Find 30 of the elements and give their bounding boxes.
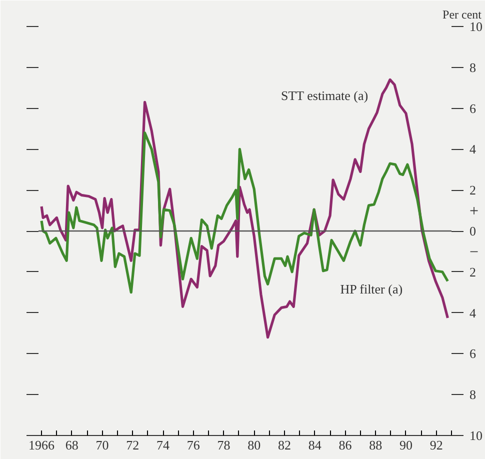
x-tick-label: 88 [369,438,382,452]
y-tick-label: 6 [470,100,476,116]
y-tick-label: 4 [470,142,476,157]
x-tick-label: 72 [126,438,140,452]
y-tick-label: 10 [470,428,482,443]
x-tick-label: 92 [430,438,443,452]
series-label: STT estimate (a) [280,88,368,104]
y-tick-label: 8 [470,60,476,75]
x-tick-label: 86 [338,438,352,452]
x-tick-label: 78 [217,438,230,452]
x-tick-label: 90 [399,438,412,452]
x-tick-label: 80 [248,438,261,452]
text: + [470,203,479,220]
y-tick-label: 2 [470,264,476,280]
y-tick-label: 8 [470,387,476,402]
text: − [470,244,479,261]
x-tick-label: 76 [186,438,200,452]
y-tick-label: 10 [470,19,482,34]
y-tick-label: 6 [470,346,476,362]
x-tick-label: 70 [96,438,109,452]
y-tick-label: 4 [470,305,476,320]
series-label: HP filter (a) [340,282,403,297]
y-tick-label: 0 [470,224,476,238]
x-tick-label: 74 [156,438,170,452]
y-axis-title: Per cent [442,8,482,22]
x-tick-label: 68 [65,438,78,452]
y-tick-label: 2 [470,182,476,198]
x-tick-label: 1966 [28,438,56,452]
x-tick-label: 84 [308,438,322,452]
x-tick-label: 82 [278,438,291,452]
